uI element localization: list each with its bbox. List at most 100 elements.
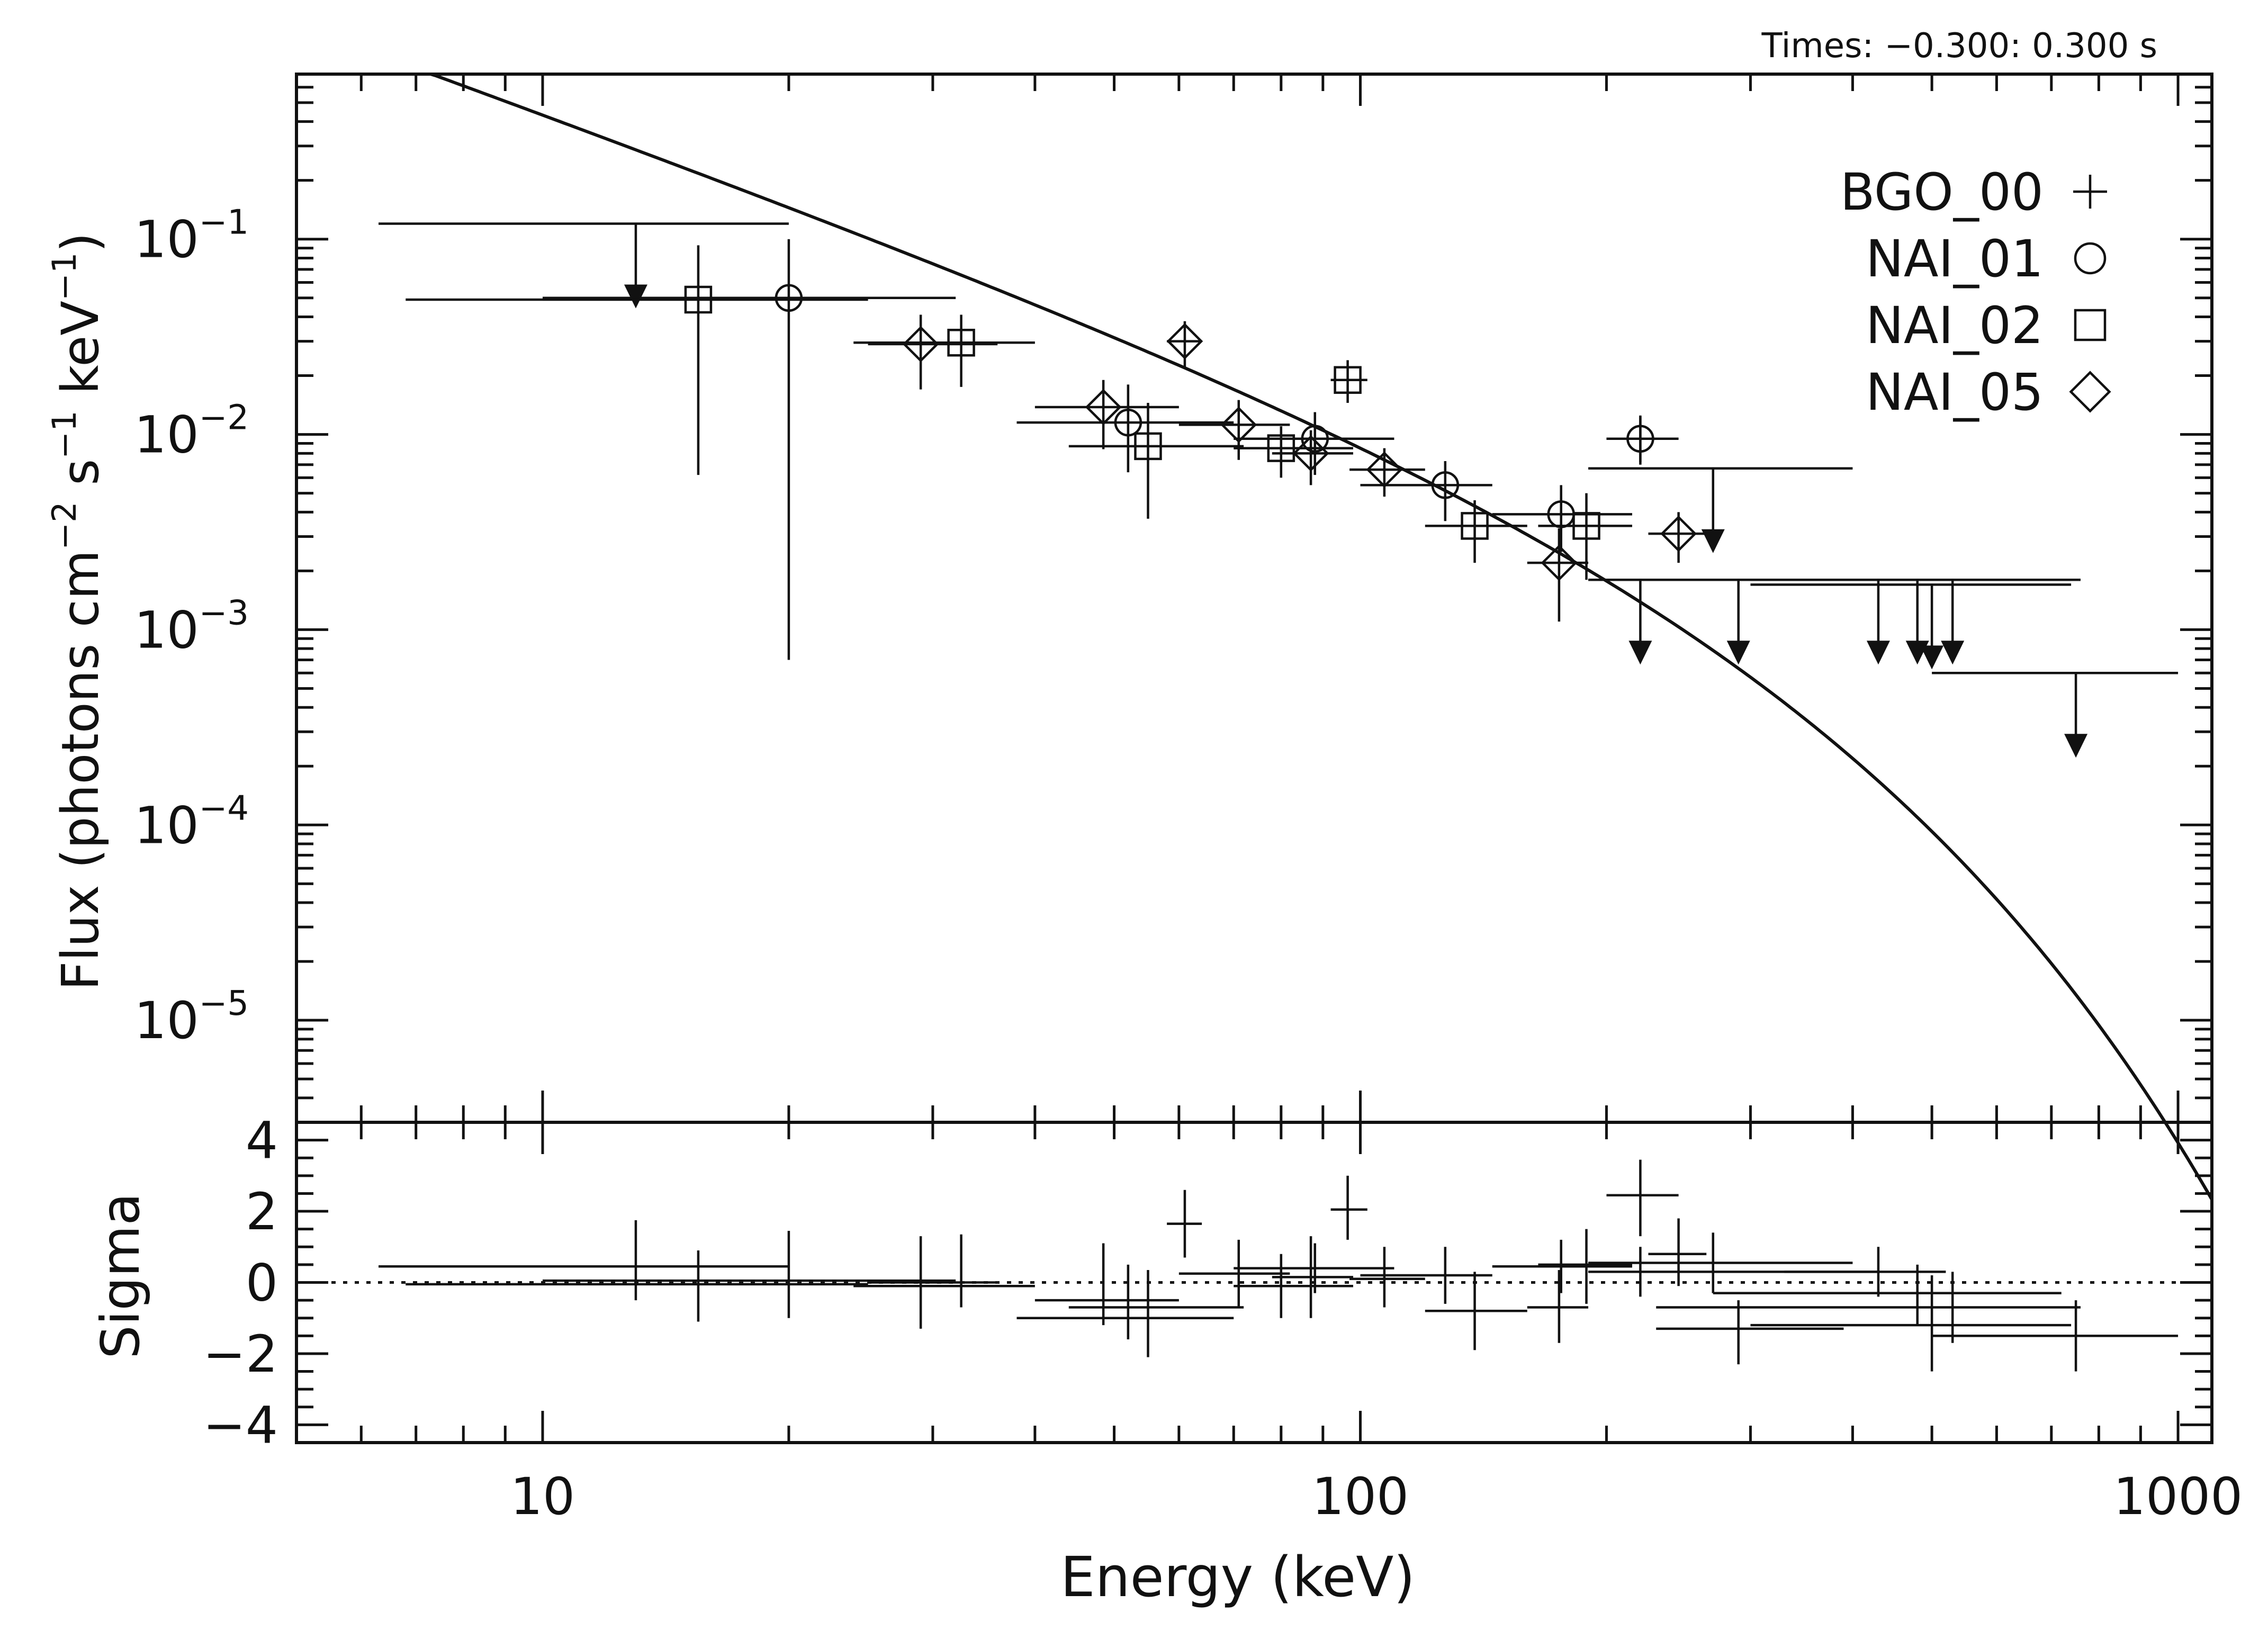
circle-marker [775,284,803,312]
square-marker [947,329,975,357]
y-tick-label: 10−1 [134,203,249,269]
data-point [1527,528,1589,622]
square-marker [1334,366,1362,394]
ylabel-part-base: Flux (photons cm [51,550,110,990]
square-marker [684,285,713,314]
y-tick-exponent: −5 [199,984,249,1023]
residual-point [1360,1247,1492,1304]
data-point [1648,512,1707,563]
time-range-annotation: Times: −0.300: 0.300 s [1761,26,2157,66]
diamond-marker [1220,407,1257,443]
residual-panel: 10 100 1000 4 2 0 −2 −4 [203,1111,2243,1526]
diamond-marker [1366,451,1403,488]
residual-y-tick-label: 2 [246,1182,278,1241]
residual-point [406,1250,868,1322]
residual-point [542,1231,956,1318]
legend-label-bgo_00: BGO_00 [1840,163,2044,222]
legend: BGO_00 NAI_01 NAI_02 NAI_05 [1840,163,2111,422]
diamond-marker [1166,323,1203,359]
data-point [1166,321,1203,368]
residual-y-axis-label: Sigma [89,1193,151,1358]
series-bgo_00 [1588,415,2179,758]
residual-y-tick-label: 4 [246,1111,278,1170]
residual-y-tick-label: −2 [203,1325,278,1384]
residual-point [1527,1269,1589,1343]
y-tick-base: 10 [134,600,199,660]
upper-limit-arrowhead [1866,641,1890,665]
residual-point [1068,1269,1244,1357]
residual-point [1034,1243,1179,1326]
residual-point [1016,1264,1234,1340]
residual-point [1272,1236,1353,1318]
legend-label-nai_02: NAI_02 [1866,296,2044,355]
data-point [1330,360,1367,403]
upper-limit-arrowhead [1726,641,1750,665]
series-nai_05 [868,314,1707,622]
y-tick-base: 10 [134,796,199,855]
y-tick-base: 10 [134,406,199,465]
model-curve [296,73,2213,1201]
x-tick-label: 10 [510,1467,575,1526]
y-tick-exponent: −2 [199,399,249,438]
circle-marker [1626,425,1654,453]
data-point [1068,403,1244,519]
upper-limit [1588,467,1853,553]
residual-points [379,1159,2179,1372]
upper-limit [1713,579,2062,665]
residual-point [1648,1218,1707,1286]
residual-point [1167,1190,1202,1258]
upper-limit-arrowhead [1628,641,1652,665]
diamond-marker [1660,515,1697,552]
data-point [1016,384,1234,473]
legend-square-icon [2074,309,2107,341]
upper-limit-arrowhead [624,284,647,309]
data-point [542,239,956,660]
data-point [1425,500,1527,563]
square-marker [1134,432,1162,461]
series-nai_02 [406,245,1632,580]
data-point [853,314,1035,387]
residual-point [1750,1275,2072,1372]
ylabel-exp-1: −2 [45,501,84,550]
data-point [406,245,868,475]
circle-marker [1301,425,1329,453]
y-tick-label: 10−5 [134,984,249,1050]
upper-limit [1932,672,2179,758]
data-point [1178,400,1290,460]
y-tick-label: 10−3 [134,593,249,660]
residual-point [1784,1247,1946,1297]
ylabel-part-mid1: s [51,459,110,502]
upper-limit-arrowhead [1701,529,1725,553]
chart-labels: Times: −0.300: 0.300 s Energy (keV) Sigm… [45,26,2157,1609]
square-marker [1461,512,1489,540]
x-tick-label: 100 [1312,1467,1409,1526]
residual-point [1330,1175,1367,1240]
diamond-marker [1541,544,1578,581]
residual-y-tick-label: −4 [203,1395,278,1455]
legend-diamond-icon [2069,371,2111,413]
residual-point [1538,1229,1632,1304]
x-axis-label: Energy (keV) [1060,1545,1415,1609]
data-point [1272,430,1353,485]
ylabel-exp-3: −1 [45,253,84,301]
residual-point [1656,1272,2081,1343]
residual-point [1349,1247,1425,1308]
residual-point [1425,1272,1527,1350]
y-tick-exponent: −4 [199,789,249,828]
ylabel-exp-2: −1 [45,410,84,458]
ylabel-part-end: ) [51,232,110,252]
residual-point [379,1220,789,1301]
data-point [1034,380,1179,449]
circle-marker [1114,408,1142,437]
legend-plus-icon [2073,175,2107,209]
square-marker [1572,512,1600,540]
residual-point [1234,1243,1394,1293]
x-tick-label: 1000 [2113,1467,2243,1526]
y-tick-base: 10 [134,210,199,269]
upper-limit [1606,579,2076,665]
residual-point [1234,1254,1353,1318]
residual-point [1588,1232,1853,1293]
residual-point [1932,1300,2179,1372]
upper-limit [379,222,789,309]
